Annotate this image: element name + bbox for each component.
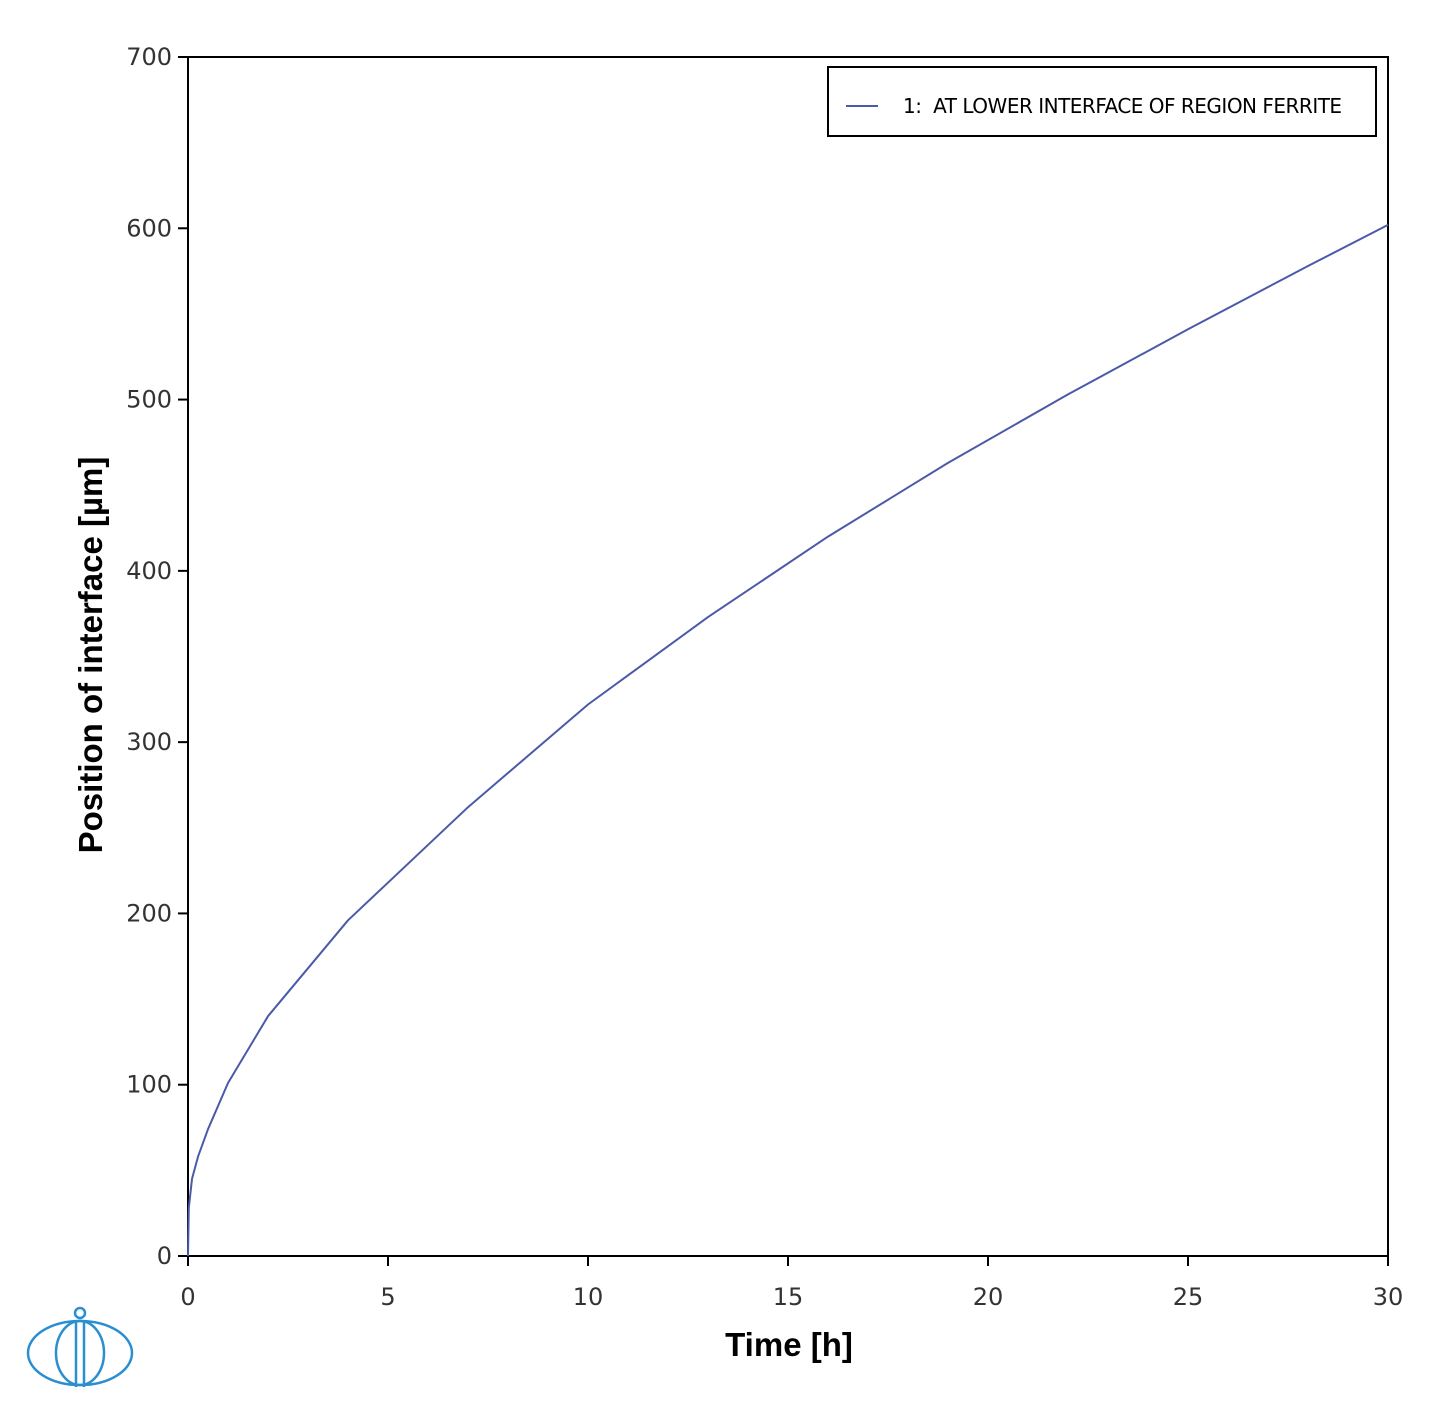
x-tick-label: 20 [973,1283,1004,1311]
x-tick-label: 30 [1373,1283,1404,1311]
legend-label: 1: AT LOWER INTERFACE OF REGION FERRITE [903,94,1342,118]
logo-dot [73,1306,87,1320]
y-tick-label: 200 [126,899,172,927]
logo-inner-ring [54,1319,106,1387]
plot-frame [187,56,1389,1257]
series-line [187,224,1389,1257]
y-tick-label: 300 [126,728,172,756]
logo-outer-ring [26,1319,134,1387]
y-tick-label: 500 [126,386,172,414]
legend: 1: AT LOWER INTERFACE OF REGION FERRITE [827,66,1377,137]
y-tick-label: 700 [126,43,172,71]
y-tick-label: 400 [126,557,172,585]
series-layer [187,224,1389,1257]
x-axis-title: Time [h] [725,1326,853,1363]
y-tick-label: 100 [126,1071,172,1099]
legend-box [827,66,1377,137]
x-tick-label: 10 [573,1283,604,1311]
x-tick-label: 5 [380,1283,395,1311]
x-tick-label: 15 [773,1283,804,1311]
y-tick-label: 0 [157,1242,172,1270]
x-axis-ticks: 0 5 10 15 20 25 30 [180,1256,1403,1311]
x-tick-label: 25 [1173,1283,1204,1311]
y-tick-label: 600 [126,214,172,242]
thermo-calc-logo [26,1306,134,1387]
x-tick-label: 0 [180,1283,195,1311]
y-axis-title: Position of interface [µm] [72,457,109,854]
y-axis-ticks: 0 100 200 300 400 500 600 700 [126,43,188,1270]
